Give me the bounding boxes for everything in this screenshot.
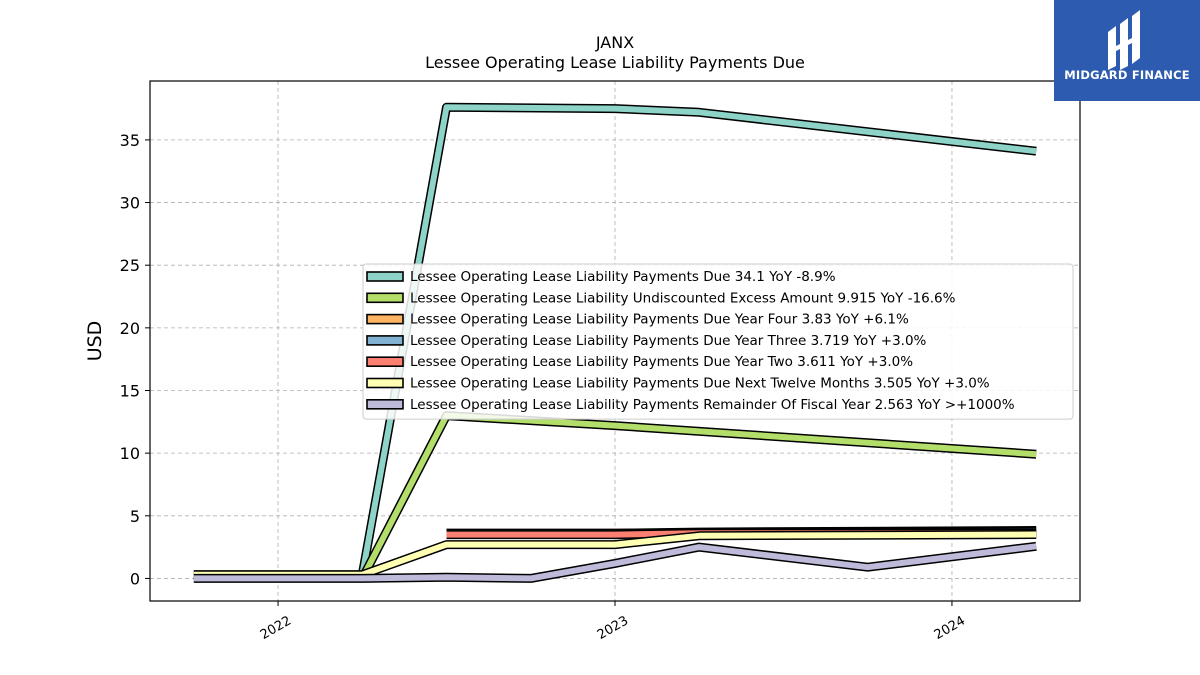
legend-item: Lessee Operating Lease Liability Payment… [366,376,990,392]
y-tick-label: 30 [120,194,140,213]
y-tick-label: 25 [120,256,140,275]
legend-swatch [366,335,404,346]
legend-item: Lessee Operating Lease Liability Payment… [366,312,909,328]
series-outline [358,411,1037,581]
y-tick-label: 35 [120,131,140,150]
y-axis-label: USD [84,321,106,362]
legend-item: Lessee Operating Lease Liability Payment… [366,269,836,285]
x-tick-label: 2024 [932,613,968,643]
legend-swatch [366,377,404,389]
chart-subtitle: Lessee Operating Lease Liability Payment… [425,53,805,72]
legend-label: Lessee Operating Lease Liability Payment… [410,312,909,328]
brand-logo: MIDGARD FINANCE [1054,0,1200,101]
chart-title: JANX [595,33,634,52]
legend-label: Lessee Operating Lease Liability Payment… [410,397,1015,413]
series-line-5 [193,530,1037,580]
legend-box [362,263,1074,420]
legend-item: Lessee Operating Lease Liability Payment… [366,397,1015,413]
series-line-6 [193,541,1037,583]
legend-swatch [366,398,404,410]
legend-label: Lessee Operating Lease Liability Undisco… [410,290,956,306]
y-tick-label: 20 [120,319,140,338]
legend-item: Lessee Operating Lease Liability Undisco… [366,290,956,306]
y-tick-label: 0 [130,569,140,588]
brand-mark-icon [1108,10,1140,70]
legend-item: Lessee Operating Lease Liability Payment… [366,333,927,349]
series-outline [193,530,1037,580]
y-tick-label: 10 [120,444,140,463]
legend-label: Lessee Operating Lease Liability Payment… [410,333,927,349]
x-tick-label: 2023 [595,613,631,643]
y-tick-label: 15 [120,381,140,400]
legend-swatch [366,292,404,304]
legend-swatch [366,356,404,368]
series-fill [193,543,1037,582]
legend-swatch [366,313,404,325]
brand-name: MIDGARD FINANCE [1064,68,1190,82]
y-tick-label: 5 [130,507,140,526]
series-group [193,102,1037,583]
legend: Lessee Operating Lease Liability Payment… [362,263,1074,420]
legend-swatch [366,271,404,282]
x-tick-label: 2022 [258,613,294,643]
series-line-1 [358,411,1037,581]
legend-label: Lessee Operating Lease Liability Payment… [410,269,836,285]
legend-label: Lessee Operating Lease Liability Payment… [410,354,913,370]
legend-item: Lessee Operating Lease Liability Payment… [366,354,913,370]
series-fill [359,412,1037,580]
legend-label: Lessee Operating Lease Liability Payment… [410,376,990,392]
